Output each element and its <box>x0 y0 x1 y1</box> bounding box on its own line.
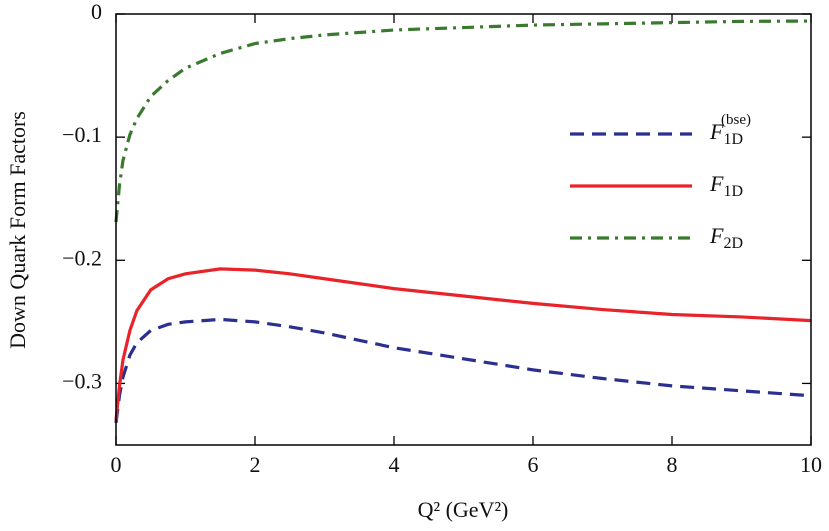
legend-sub: 2D <box>723 235 743 252</box>
legend-sub: 1D <box>723 183 743 200</box>
y-tick-label: 0 <box>91 0 102 24</box>
x-tick-label: 6 <box>528 452 539 477</box>
x-axis-label: Q² (GeV²) <box>418 497 509 522</box>
legend-label: F1D <box>709 171 743 200</box>
y-tick-label: −0.2 <box>62 245 102 270</box>
legend-main: F <box>709 119 724 144</box>
plot-frame <box>115 13 812 446</box>
x-tick-label: 4 <box>389 452 400 477</box>
legend-sub: 1D <box>723 131 743 148</box>
x-tick-label: 0 <box>111 452 122 477</box>
line-series <box>114 317 812 424</box>
line-series <box>114 19 812 223</box>
y-tick-label: −0.3 <box>62 368 102 393</box>
legend-sup: (bse) <box>721 112 751 128</box>
legend-main: F <box>709 171 724 196</box>
x-tick-label: 8 <box>667 452 678 477</box>
legend-label: F2D <box>709 223 743 252</box>
x-tick-label: 2 <box>250 452 261 477</box>
x-tick-label: 10 <box>800 452 822 477</box>
legend-main: F <box>709 223 724 248</box>
line-series <box>114 267 812 421</box>
legend-label: F1D (bse) <box>709 112 751 147</box>
y-axis-label: Down Quark Form Factors <box>5 111 30 349</box>
y-tick-label: −0.1 <box>62 122 102 147</box>
